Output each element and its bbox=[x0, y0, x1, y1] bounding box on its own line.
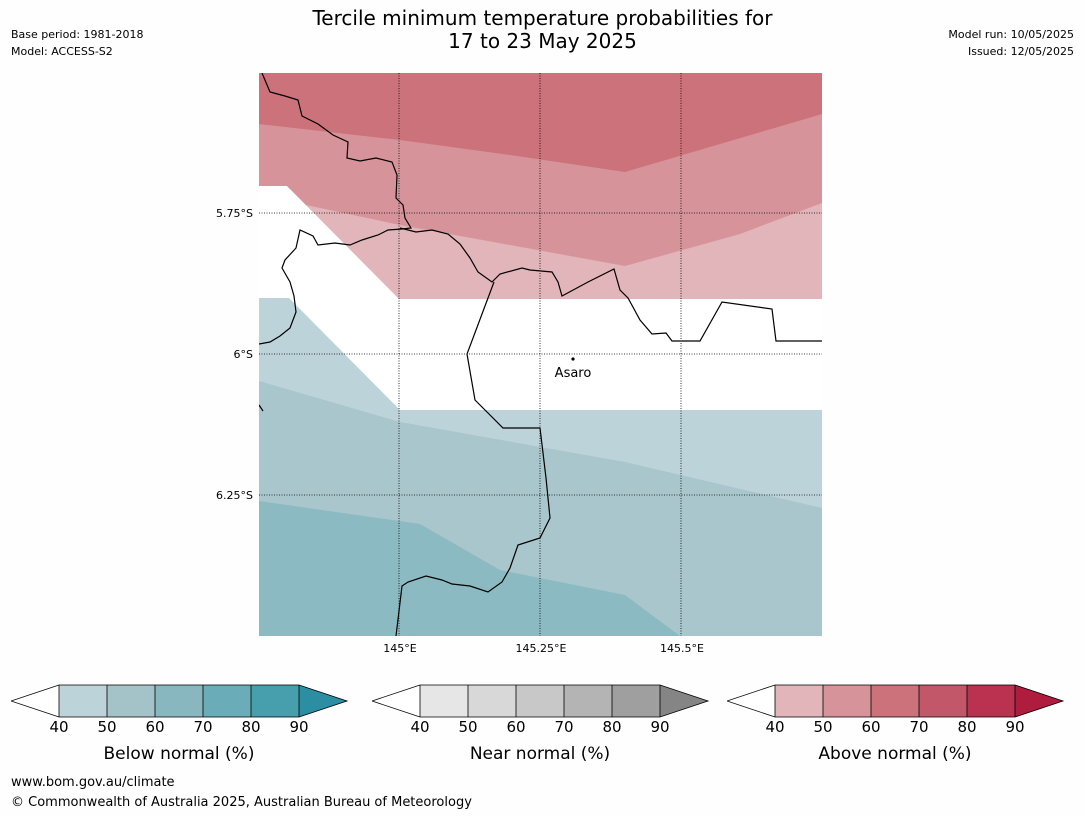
colorbar-below-tick-90: 90 bbox=[289, 718, 309, 736]
colorbar-near-swatch-70 bbox=[564, 685, 612, 717]
colorbar-below-swatch-80 bbox=[251, 685, 299, 717]
colorbar-below-label: Below normal (%) bbox=[103, 744, 255, 764]
lat-label-6-25: 6.25°S bbox=[216, 489, 253, 502]
colorbar-near-tick-60: 60 bbox=[506, 718, 526, 736]
colorbar-near-swatch-40 bbox=[420, 685, 468, 717]
colorbar-below-tick-70: 70 bbox=[193, 718, 213, 736]
boundary-north bbox=[259, 73, 412, 345]
colorbar-above-tick-90: 90 bbox=[1005, 718, 1025, 736]
lat-label-5-75: 5.75°S bbox=[216, 207, 253, 220]
colorbar-below-underflow bbox=[11, 685, 59, 717]
lon-label-145-5: 145.5°E bbox=[660, 642, 704, 655]
model-text: Model: ACCESS-S2 bbox=[11, 45, 113, 58]
colorbar-near-swatch-50 bbox=[468, 685, 516, 717]
boundary-west-south bbox=[395, 281, 551, 636]
colorbar-above-tick-40: 40 bbox=[765, 718, 785, 736]
colorbar-near-tick-40: 40 bbox=[410, 718, 430, 736]
colorbar-below-swatch-60 bbox=[155, 685, 203, 717]
boundary-fragment-west bbox=[259, 404, 264, 412]
meta-info-right: Model run: 10/05/2025 Issued: 12/05/2025 bbox=[948, 26, 1074, 60]
colorbar-above-label: Above normal (%) bbox=[818, 744, 972, 764]
map-title: Tercile minimum temperature probabilitie… bbox=[0, 7, 1085, 53]
province-boundaries bbox=[259, 73, 822, 636]
colorbar-below-normal bbox=[11, 682, 356, 772]
model-run-text: Model run: 10/05/2025 bbox=[948, 28, 1074, 41]
colorbar-below-swatch-40 bbox=[59, 685, 107, 717]
above-normal-60-band bbox=[259, 73, 822, 172]
base-period-text: Base period: 1981-2018 bbox=[11, 28, 144, 41]
colorbar-near-tick-90: 90 bbox=[650, 718, 670, 736]
lat-label-6: 6°S bbox=[234, 348, 253, 361]
colorbar-near-normal-scale bbox=[372, 684, 710, 718]
colorbar-below-swatch-70 bbox=[203, 685, 251, 717]
colorbar-above-tick-70: 70 bbox=[909, 718, 929, 736]
colorbar-below-tick-80: 80 bbox=[241, 718, 261, 736]
copyright-text: © Commonwealth of Australia 2025, Austra… bbox=[11, 795, 472, 810]
colorbar-near-normal bbox=[372, 682, 717, 772]
colorbar-above-normal-scale bbox=[727, 684, 1065, 718]
colorbar-above-swatch-40 bbox=[775, 685, 823, 717]
colorbar-above-overflow bbox=[1015, 685, 1063, 717]
title-line-2: 17 to 23 May 2025 bbox=[448, 29, 637, 53]
colorbar-below-normal-scale bbox=[11, 684, 349, 718]
colorbar-below-tick-60: 60 bbox=[145, 718, 165, 736]
colorbar-below-tick-50: 50 bbox=[97, 718, 117, 736]
issued-text: Issued: 12/05/2025 bbox=[967, 45, 1074, 58]
colorbar-above-tick-60: 60 bbox=[861, 718, 881, 736]
probability-shading bbox=[259, 73, 822, 636]
title-line-1: Tercile minimum temperature probabilitie… bbox=[312, 6, 773, 30]
colorbar-near-overflow bbox=[660, 685, 708, 717]
colorbar-above-swatch-70 bbox=[919, 685, 967, 717]
colorbar-above-underflow bbox=[727, 685, 775, 717]
colorbar-above-swatch-80 bbox=[967, 685, 1015, 717]
colorbar-near-underflow bbox=[372, 685, 420, 717]
colorbar-above-tick-50: 50 bbox=[813, 718, 833, 736]
meta-info-left: Base period: 1981-2018 Model: ACCESS-S2 bbox=[11, 26, 143, 60]
colorbar-above-swatch-50 bbox=[823, 685, 871, 717]
below-normal-60-band bbox=[259, 501, 680, 636]
lon-label-145-25: 145.25°E bbox=[516, 642, 567, 655]
colorbar-near-swatch-80 bbox=[612, 685, 660, 717]
colorbar-near-tick-50: 50 bbox=[458, 718, 478, 736]
probability-map: Asaro 5.75°S 6°S 6.25°S 145°E 145.25°E 1… bbox=[216, 73, 822, 655]
colorbar-above-normal bbox=[727, 682, 1072, 772]
website-link[interactable]: www.bom.gov.au/climate bbox=[11, 775, 175, 790]
boundary-central bbox=[399, 227, 822, 342]
colorbar-near-tick-80: 80 bbox=[602, 718, 622, 736]
colorbar-below-tick-40: 40 bbox=[49, 718, 69, 736]
asaro-marker bbox=[571, 357, 575, 361]
colorbar-near-tick-70: 70 bbox=[554, 718, 574, 736]
lon-label-145: 145°E bbox=[383, 642, 416, 655]
colorbar-below-swatch-50 bbox=[107, 685, 155, 717]
colorbar-above-tick-80: 80 bbox=[957, 718, 977, 736]
asaro-label: Asaro bbox=[555, 366, 592, 381]
colorbar-below-overflow bbox=[299, 685, 347, 717]
colorbar-near-swatch-60 bbox=[516, 685, 564, 717]
colorbar-near-label: Near normal (%) bbox=[469, 744, 611, 764]
colorbar-above-swatch-60 bbox=[871, 685, 919, 717]
